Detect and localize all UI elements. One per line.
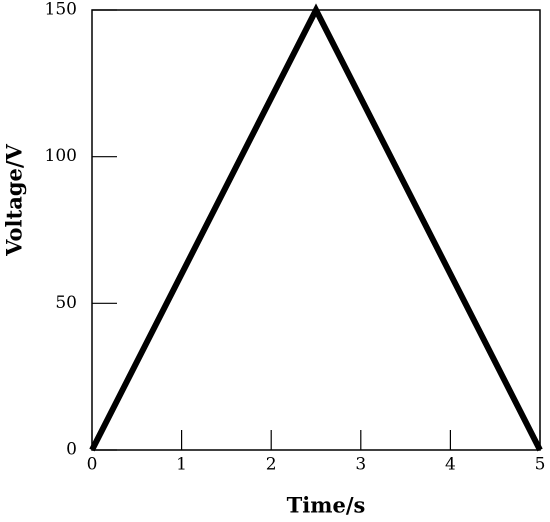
- y-tick-label: 150: [45, 0, 77, 20]
- data-line: [89, 3, 543, 452]
- x-tick-label: 0: [87, 455, 98, 475]
- x-tick-label: 3: [355, 455, 366, 475]
- y-tick-label: 0: [66, 440, 77, 460]
- x-tick-label: 2: [266, 455, 277, 475]
- x-tick-label: 1: [176, 455, 187, 475]
- y-tick-label: 50: [55, 293, 77, 313]
- x-axis-label: Time/s: [287, 493, 366, 518]
- x-tick-label: 4: [445, 455, 456, 475]
- plot-frame: [91, 9, 541, 451]
- y-tick-label: 100: [45, 146, 77, 166]
- x-tick-label: 5: [535, 455, 546, 475]
- y-axis-label: Voltage/V: [2, 143, 27, 256]
